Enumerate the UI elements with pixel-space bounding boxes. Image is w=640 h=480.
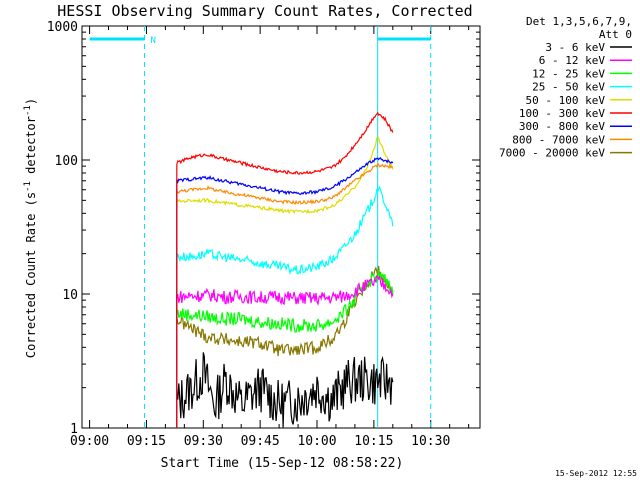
legend-label: 800 - 7000 keV [512,133,605,146]
legend-label: 12 - 25 keV [532,67,605,80]
x-tick-label: 09:30 [184,434,223,449]
legend-label: 25 - 50 keV [532,81,605,94]
plot-frame [81,25,481,429]
legend-label: 7000 - 20000 keV [499,147,605,160]
series-line-6-12-kev [176,274,394,428]
series-line-800-7000-kev [176,162,394,428]
x-tick-label: 10:30 [411,434,450,449]
legend-label: 3 - 6 keV [545,41,605,54]
plot-area: 1 10 100 1000 09:00 09:15 09:30 09:45 10:00 10:15… [47,20,481,449]
y-axis-label-sup1: -1 [23,181,33,192]
y-tick-label: 10 [62,288,78,303]
legend-label: 300 - 800 keV [519,120,605,133]
y-tick-label: 1 [70,422,78,437]
series-line-25-50-kev [176,185,394,428]
x-tick-label: 10:00 [297,434,336,449]
x-tick-label: 09:15 [127,434,166,449]
x-tick-label: 09:00 [70,434,109,449]
series-line-3-6-kev [176,352,394,428]
y-axis-label-sup2: -1 [23,105,33,116]
legend-header-2: Att 0 [599,28,632,41]
timestamp: 15-Sep-2012 12:55 [555,469,637,478]
series-line-100-300-kev [176,111,394,428]
x-tick-label: 10:15 [354,434,393,449]
chart-title: HESSI Observing Summary Count Rates, Cor… [57,2,472,20]
legend-label: 100 - 300 keV [519,107,605,120]
night-marker-label: N [151,36,156,46]
legend-label: 6 - 12 keV [539,54,606,67]
series-line-300-800-kev [176,156,394,428]
y-axis-label-main: Corrected Count Rate (s [24,192,38,358]
series-line-50-100-kev [176,136,394,428]
y-tick-label: 100 [55,154,78,169]
y-axis-label: Corrected Count Rate (s-1 detector-1) [23,98,38,358]
legend-header-1: Det 1,3,5,6,7,9, [526,15,632,28]
x-axis-label: Start Time (15-Sep-12 08:58:22) [161,456,404,471]
legend-label: 50 - 100 keV [526,94,606,107]
y-axis-label-mid: detector [24,116,38,181]
y-tick-label: 1000 [47,20,78,35]
y-axis-label-end: ) [24,98,38,105]
series-line-7000-20000-kev [176,265,394,428]
x-tick-label: 09:45 [241,434,280,449]
